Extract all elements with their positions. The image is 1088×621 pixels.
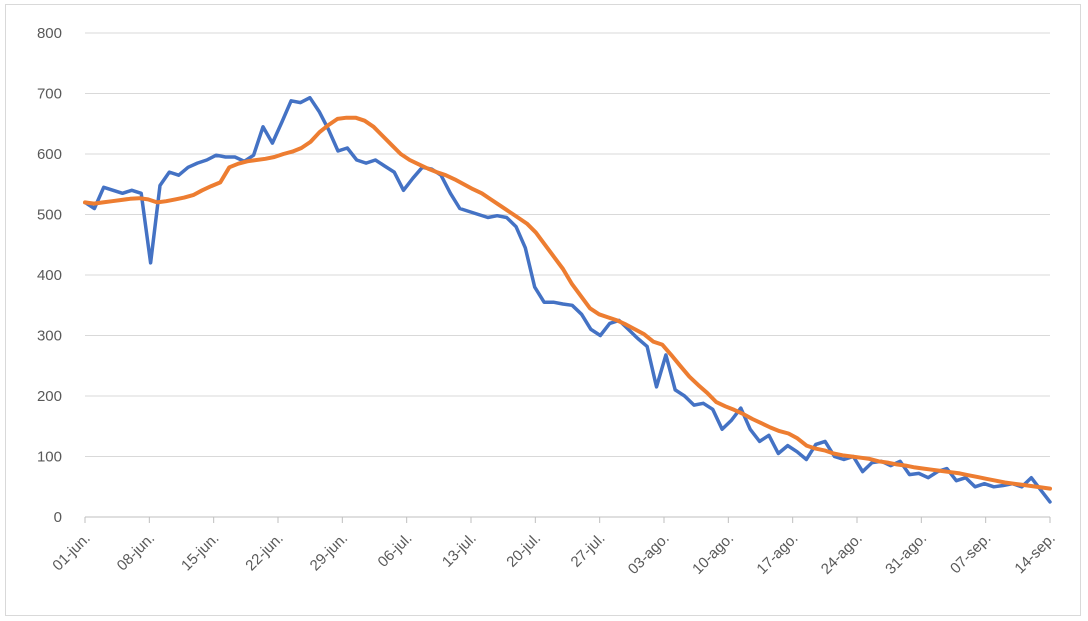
x-tick-label: 24-ago. — [818, 530, 866, 578]
y-tick-label: 200 — [37, 388, 62, 405]
series-lines — [83, 95, 1052, 504]
y-axis-ticks: 0 100 200 300 400 500 600 700 800 — [37, 25, 62, 526]
series-line-blue — [83, 95, 1052, 504]
chart-frame — [5, 4, 1081, 616]
y-tick-label: 500 — [37, 207, 62, 224]
x-tick-label: 01-jun. — [49, 530, 93, 574]
y-tick-label: 400 — [37, 267, 62, 284]
x-tick-label: 06-jul. — [375, 530, 416, 571]
x-tick-label: 08-jun. — [114, 530, 158, 574]
y-tick-label: 700 — [37, 86, 62, 103]
x-tick-label: 31-ago. — [882, 530, 930, 578]
x-axis-ticks: 01-jun. 08-jun. 15-jun. 22-jun. 29-jun. 06-ju… — [49, 517, 1059, 578]
y-tick-label: 600 — [37, 146, 62, 163]
x-tick-label: 14-sep. — [1011, 530, 1058, 577]
x-tick-label: 22-jun. — [242, 530, 286, 574]
x-tick-label: 10-ago. — [689, 530, 737, 578]
x-tick-label: 03-ago. — [625, 530, 673, 578]
y-tick-label: 800 — [37, 25, 62, 42]
x-tick-label: 07-sep. — [947, 530, 994, 577]
x-tick-label: 13-jul. — [439, 530, 480, 571]
y-tick-label: 100 — [37, 449, 62, 466]
x-tick-label: 17-ago. — [754, 530, 802, 578]
x-tick-label: 20-jul. — [503, 530, 544, 571]
x-tick-label: 29-jun. — [307, 530, 351, 574]
x-tick-label: 15-jun. — [178, 530, 222, 574]
x-tick-label: 27-jul. — [568, 530, 609, 571]
y-tick-label: 300 — [37, 328, 62, 345]
gridlines — [85, 32, 1050, 518]
series-line-orange — [83, 115, 1052, 491]
y-tick-label: 0 — [54, 509, 62, 526]
